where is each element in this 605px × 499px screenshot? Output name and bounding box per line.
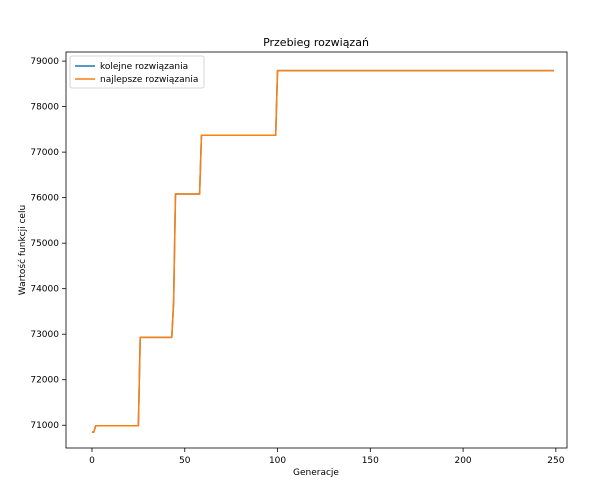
legend-label-najlepsze: najlepsze rozwiązania [100,75,198,85]
y-axis-label: Wartość funkcji celu [17,205,28,295]
y-tick-label: 77000 [30,148,59,158]
y-tick-label: 74000 [30,285,59,295]
y-tick-label: 78000 [30,103,59,113]
y-tick-label: 73000 [30,330,59,340]
legend-box [69,55,205,89]
x-tick-label: 100 [269,456,286,466]
series-line-1 [91,69,555,433]
series-line-0 [91,69,555,433]
y-tick-label: 76000 [30,194,59,204]
x-tick-label: 0 [89,456,95,466]
y-axis: 71000 72000 73000 74000 75000 76000 77000 78000… [30,57,66,431]
y-tick-label: 75000 [30,239,59,249]
legend: kolejne rozwiązania najlepsze rozwiązani… [69,55,205,89]
x-tick-label: 150 [362,456,379,466]
x-axis-label: Generacje [293,468,339,478]
y-tick-label: 79000 [30,57,59,67]
x-tick-label: 200 [454,456,471,466]
series-layer [91,69,555,433]
y-tick-label: 72000 [30,376,59,386]
x-tick-label: 250 [547,456,564,466]
chart-title: Przebieg rozwiązań [263,36,369,49]
plot-area [65,51,568,449]
x-tick-label: 50 [179,456,191,466]
y-tick-label: 71000 [30,421,59,431]
legend-label-kolejne: kolejne rozwiązania [100,62,188,72]
x-axis: 0 50 100 150 200 250 [89,448,565,466]
